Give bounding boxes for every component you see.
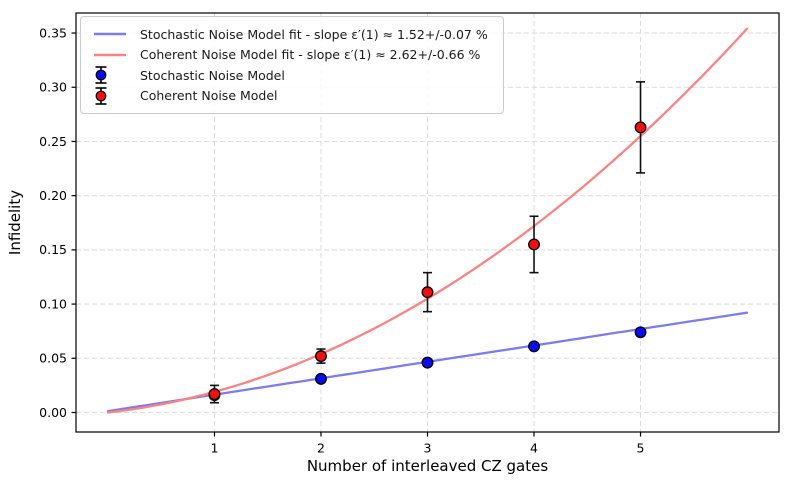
data-point	[208, 388, 221, 401]
blue-fit-line-swatch-icon	[94, 32, 126, 36]
data-point	[421, 356, 434, 369]
legend-label-coherent-data: Coherent Noise Model	[140, 88, 278, 104]
data-point	[634, 121, 647, 134]
x-axis-label: Number of interleaved CZ gates	[307, 457, 549, 475]
legend-label-stochastic-data: Stochastic Noise Model	[140, 67, 285, 83]
x-tick-label: 1	[210, 441, 218, 456]
red-marker-glyph	[95, 90, 107, 102]
blue-errorbar-marker-icon	[95, 66, 107, 85]
y-tick-label: 0.25	[39, 134, 67, 149]
y-tick-label: 0.30	[39, 80, 67, 95]
y-tick-label: 0.05	[39, 351, 67, 366]
y-tick-label: 0.00	[39, 405, 67, 420]
red-fit-line-swatch-icon	[94, 53, 126, 56]
data-point	[634, 326, 647, 339]
legend-item-stochastic-data: Stochastic Noise Model	[91, 65, 493, 85]
data-point	[315, 350, 327, 363]
legend-item-stochastic-fit: Stochastic Noise Model fit - slope ε′(1)…	[91, 24, 493, 44]
data-point	[528, 238, 540, 251]
errorbar-series	[208, 81, 647, 404]
y-axis-label: Infidelity	[6, 190, 24, 255]
y-tick-label: 0.35	[39, 25, 67, 40]
legend: Stochastic Noise Model fit - slope ε′(1)…	[80, 16, 504, 114]
legend-item-coherent-fit: Coherent Noise Model fit - slope ε′(1) ≈…	[91, 45, 493, 65]
x-tick-label: 3	[424, 441, 432, 456]
legend-label-coherent-fit: Coherent Noise Model fit - slope ε′(1) ≈…	[140, 47, 481, 63]
legend-item-coherent-data: Coherent Noise Model	[91, 86, 493, 106]
y-tick-label: 0.10	[39, 296, 67, 311]
legend-label-stochastic-fit: Stochastic Noise Model fit - slope ε′(1)…	[140, 26, 488, 42]
x-tick-label: 4	[530, 441, 538, 456]
data-point	[528, 340, 540, 353]
x-tick-label: 2	[317, 441, 325, 456]
red-errorbar-marker-icon	[95, 87, 107, 105]
data-point	[315, 372, 327, 385]
y-tick-label: 0.15	[39, 242, 67, 257]
blue-marker-glyph	[95, 69, 107, 81]
x-tick-label: 5	[637, 441, 645, 456]
y-tick-label: 0.20	[39, 188, 67, 203]
data-point	[421, 286, 434, 299]
